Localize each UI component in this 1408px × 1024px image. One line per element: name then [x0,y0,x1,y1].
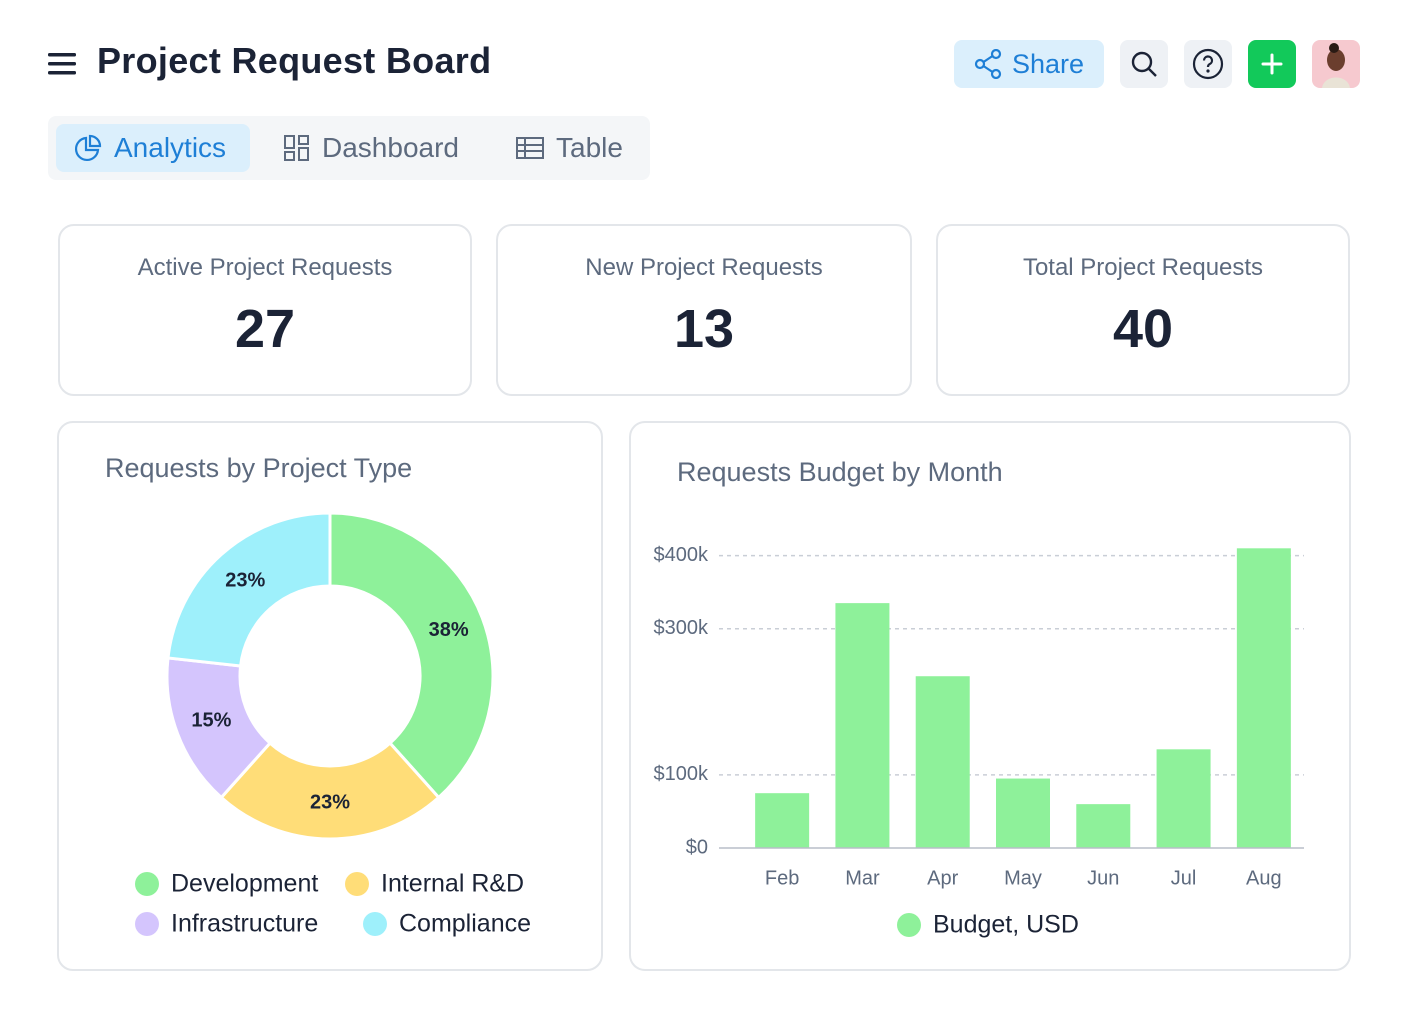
chart-card: Requests by Project Type 38% 23% 15% 23% Deve… [57,421,603,971]
bar [996,778,1050,848]
legend-swatch [345,872,369,896]
x-tick-label: Apr [927,867,958,889]
bar [1236,548,1291,848]
chart-title: Requests by Project Type [105,453,412,483]
help-icon [1192,48,1224,80]
bar [835,603,890,848]
kpi-label: New Project Requests [585,254,823,281]
y-tick-label: $0 [686,836,708,858]
data-label: 15% [191,710,231,732]
legend-swatch [897,913,921,937]
add-button[interactable] [1248,40,1296,88]
analytics-tab[interactable]: Analytics [56,124,250,172]
bar [755,793,810,848]
y-tick-label: $100k [654,763,709,785]
table-icon [516,137,544,159]
bar [915,676,970,848]
kpi-card: Active Project Requests 27 [58,224,472,396]
kpi-value: 13 [673,299,735,359]
add-icon [1261,53,1283,75]
kpi-label: Total Project Requests [1022,254,1264,281]
kpi-card: New Project Requests 13 [496,224,912,396]
legend-label: Compliance [399,910,531,938]
share-icon [974,49,1002,79]
tab-label: Dashboard [322,132,459,163]
legend-label: Budget, USD [933,911,1079,939]
data-label: 23% [225,570,265,592]
help-button[interactable] [1184,40,1232,88]
legend-swatch [135,912,159,936]
table-tab[interactable]: Table [498,124,641,172]
x-tick-label: Feb [765,867,799,889]
legend-label: Infrastructure [171,910,318,938]
x-tick-label: Aug [1246,867,1282,889]
data-label: 23% [310,791,350,813]
y-tick-label: $400k [654,544,709,566]
kpi-value: 27 [234,299,296,359]
pie-slice [166,511,332,668]
search-icon [1131,51,1157,77]
chart-card: Requests Budget by Month $0 $100k $300k $400… [629,421,1351,971]
tab-label: Analytics [114,132,227,163]
menu-icon[interactable] [48,53,76,75]
chart-title: Requests Budget by Month [677,457,1003,487]
bar [1156,749,1211,848]
dashboard-icon [284,135,309,161]
share-button[interactable]: Share [954,40,1104,88]
x-tick-label: Mar [845,867,880,889]
y-tick-label: $300k [654,617,709,639]
page-title: Project Request Board [97,40,492,81]
legend-swatch [363,912,387,936]
legend-swatch [135,872,159,896]
x-tick-label: Jul [1171,867,1197,889]
kpi-label: Active Project Requests [137,254,393,281]
data-label: 38% [429,619,469,641]
pie-chart: Requests by Project Type 38% 23% 15% 23% Deve… [105,453,531,938]
bar-chart: Requests Budget by Month $0 $100k $300k $400… [654,457,1304,939]
analytics-icon [74,134,102,162]
view-tabs: Analytics Dashboard Table [48,116,650,180]
search-button[interactable] [1120,40,1168,88]
share-label: Share [1011,48,1085,79]
x-tick-label: May [1004,867,1042,889]
legend-label: Internal R&D [381,870,524,898]
kpi-card: Total Project Requests 40 [936,224,1350,396]
tab-label: Table [556,132,623,163]
bar [1076,804,1131,848]
avatar[interactable] [1312,40,1360,88]
pie-slice [219,740,441,841]
x-tick-label: Jun [1087,867,1119,889]
kpi-value: 40 [1112,299,1174,359]
pie-slice [328,511,495,800]
dashboard-tab[interactable]: Dashboard [266,124,477,172]
legend-label: Development [171,870,318,898]
